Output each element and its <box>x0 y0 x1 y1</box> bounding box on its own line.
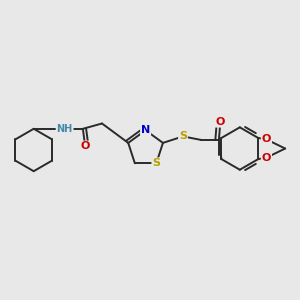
Text: O: O <box>262 134 271 144</box>
Text: N: N <box>141 125 150 135</box>
Text: O: O <box>80 142 90 152</box>
Text: S: S <box>152 158 160 168</box>
Text: NH: NH <box>56 124 73 134</box>
Text: S: S <box>179 131 187 141</box>
Text: O: O <box>216 117 225 127</box>
Text: O: O <box>262 153 271 163</box>
